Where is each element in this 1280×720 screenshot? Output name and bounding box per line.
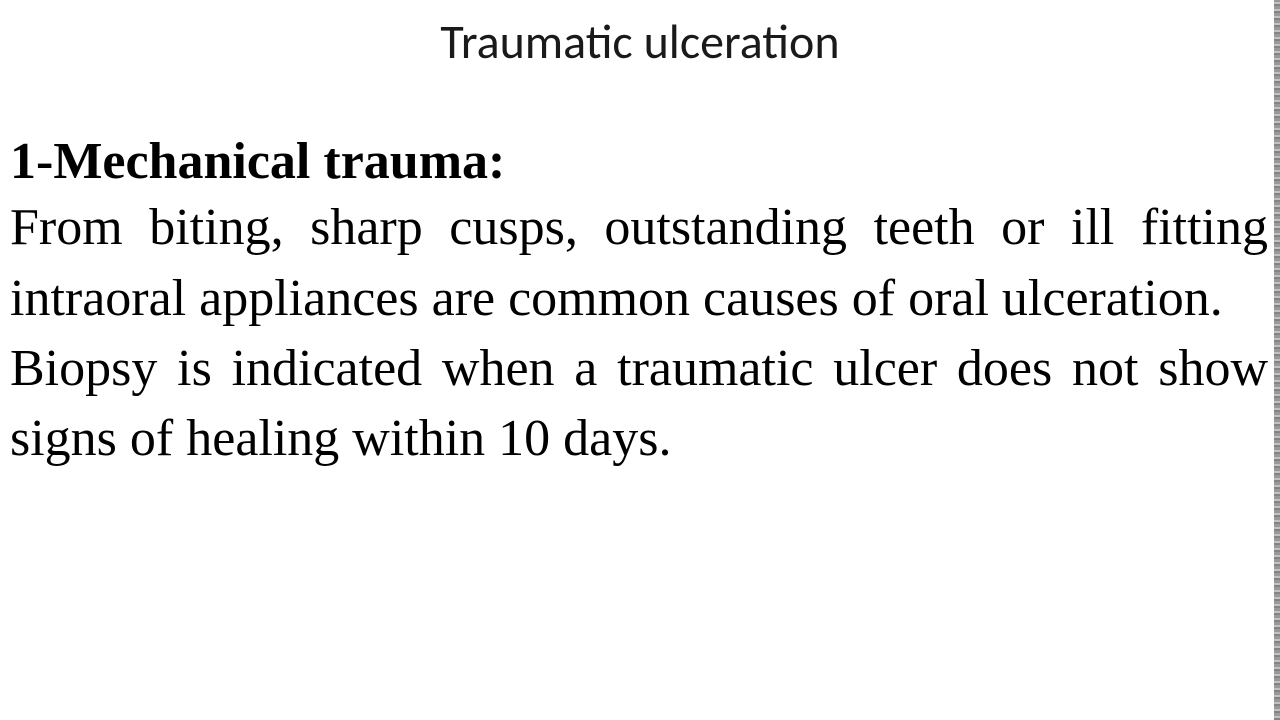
- paragraph-2: Biopsy is indicated when a traumatic ulc…: [10, 334, 1268, 474]
- slide-title: Traumatic ulceration: [0, 0, 1280, 131]
- paragraph-1: From biting, sharp cusps, outstanding te…: [10, 193, 1268, 333]
- slide-content: 1-Mechanical trauma: From biting, sharp …: [0, 131, 1280, 474]
- section-heading: 1-Mechanical trauma:: [10, 131, 1268, 193]
- slide-container: Traumatic ulceration 1-Mechanical trauma…: [0, 0, 1280, 720]
- right-edge-artifact: [1274, 0, 1280, 720]
